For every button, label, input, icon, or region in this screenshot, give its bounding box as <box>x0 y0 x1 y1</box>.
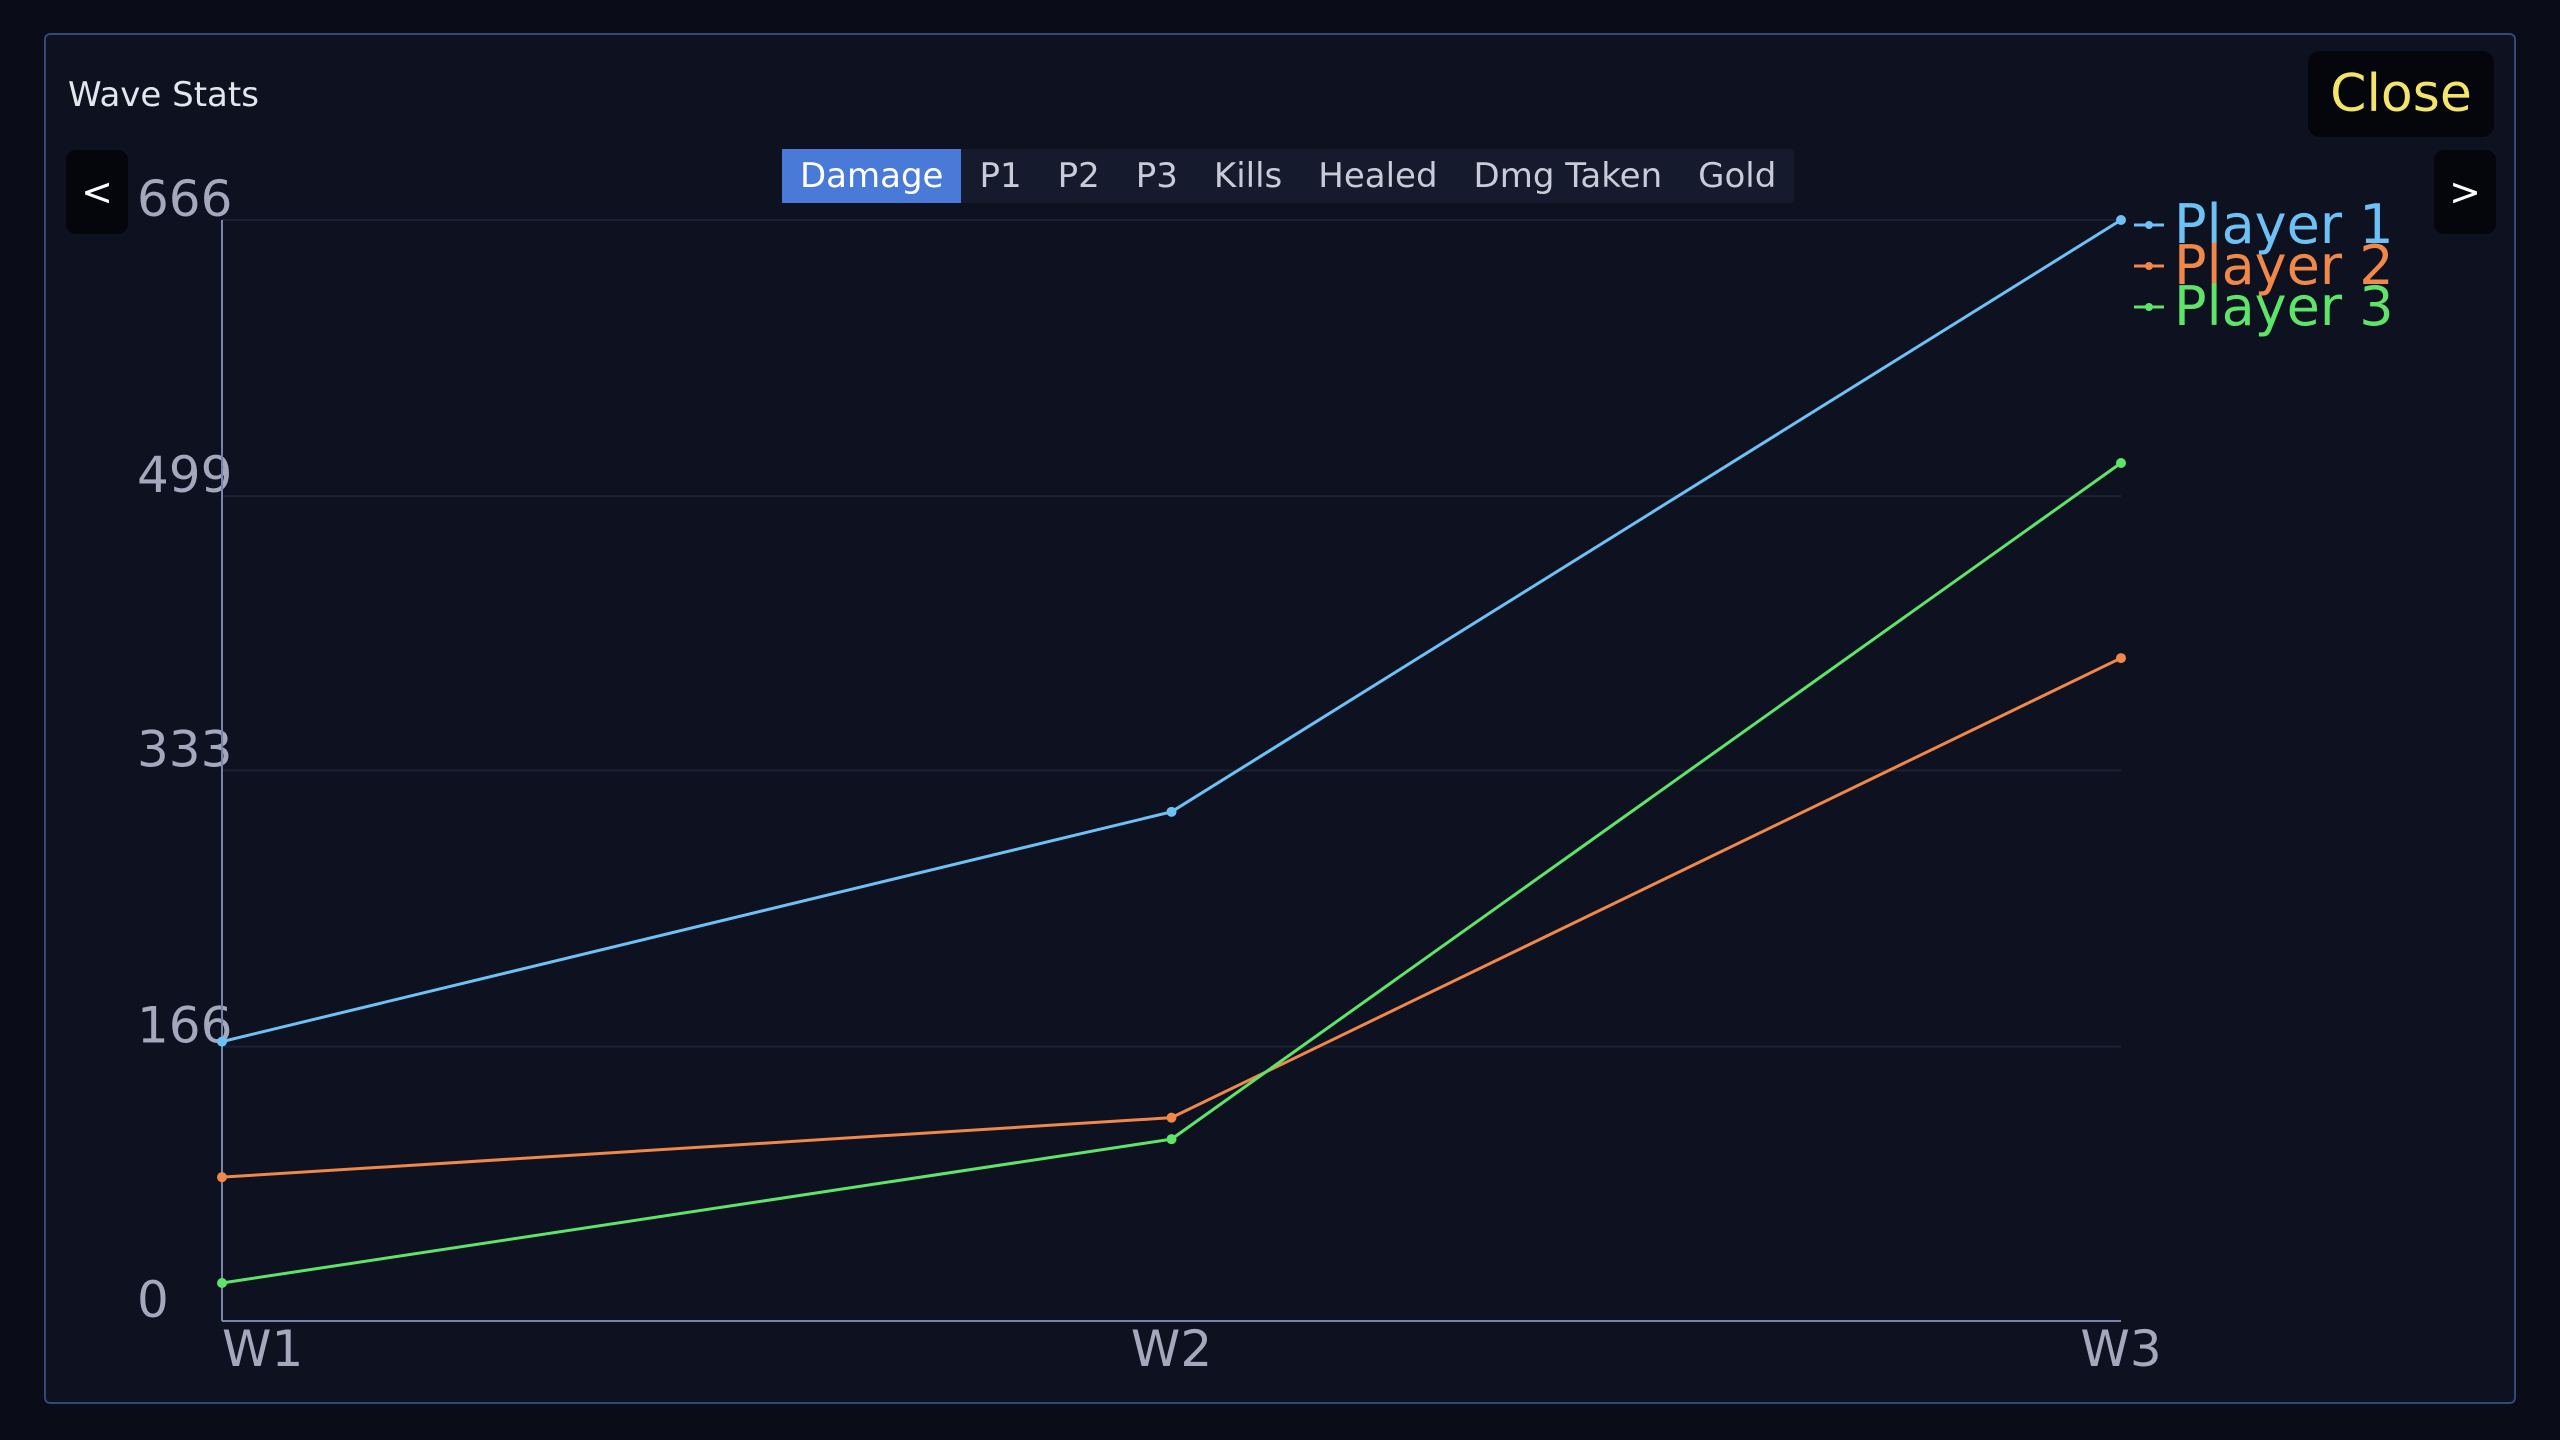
point <box>217 1172 227 1183</box>
next-button[interactable]: > <box>2434 150 2496 234</box>
point <box>2116 215 2126 225</box>
legend-label: Player 2 <box>2174 234 2394 297</box>
legend-dot <box>2145 303 2153 311</box>
point <box>2116 653 2126 664</box>
legend-dot <box>2145 221 2153 229</box>
point <box>2116 458 2126 469</box>
stats-panel: Wave Stats Close < > Damage P1 P2 P3 Kills He… <box>44 33 2516 1404</box>
point <box>217 1036 227 1047</box>
y-tick-label: 666 <box>137 170 232 228</box>
x-tick-label: W1 <box>222 1320 303 1378</box>
tab[interactable]: P1 <box>979 156 1022 196</box>
tab[interactable]: Damage <box>782 149 962 203</box>
tab[interactable]: Healed <box>1318 156 1438 196</box>
point <box>217 1277 227 1288</box>
line <box>221 656 2122 1179</box>
x-tick-label: W2 <box>1131 1320 1212 1378</box>
x-tick-label: W3 <box>2080 1320 2161 1378</box>
legend-label: Player 1 <box>2174 193 2394 256</box>
tab[interactable]: Gold <box>1698 156 1777 196</box>
legend-dot <box>2145 262 2153 270</box>
y-tick-label: 166 <box>137 997 232 1055</box>
point <box>1166 1112 1177 1123</box>
tab[interactable]: Kills <box>1213 156 1283 196</box>
y-tick-label: 333 <box>137 721 232 779</box>
point <box>1166 806 1177 817</box>
legend-label: Player 3 <box>2174 275 2394 338</box>
panel-title: Wave Stats <box>68 75 259 115</box>
prev-button[interactable]: < <box>66 150 128 234</box>
y-tick-label: 499 <box>137 446 232 504</box>
point <box>1166 1134 1177 1145</box>
tab-bar: Damage P1 P2 P3 Kills Healed Dmg Taken Gold <box>782 149 1795 203</box>
tab[interactable]: P2 <box>1057 156 1100 196</box>
tab[interactable]: Dmg Taken <box>1473 156 1663 196</box>
line <box>221 218 2122 1044</box>
tab[interactable]: P3 <box>1135 156 1178 196</box>
close-button[interactable]: Close <box>2308 51 2494 137</box>
y-tick-label: 0 <box>137 1271 169 1329</box>
